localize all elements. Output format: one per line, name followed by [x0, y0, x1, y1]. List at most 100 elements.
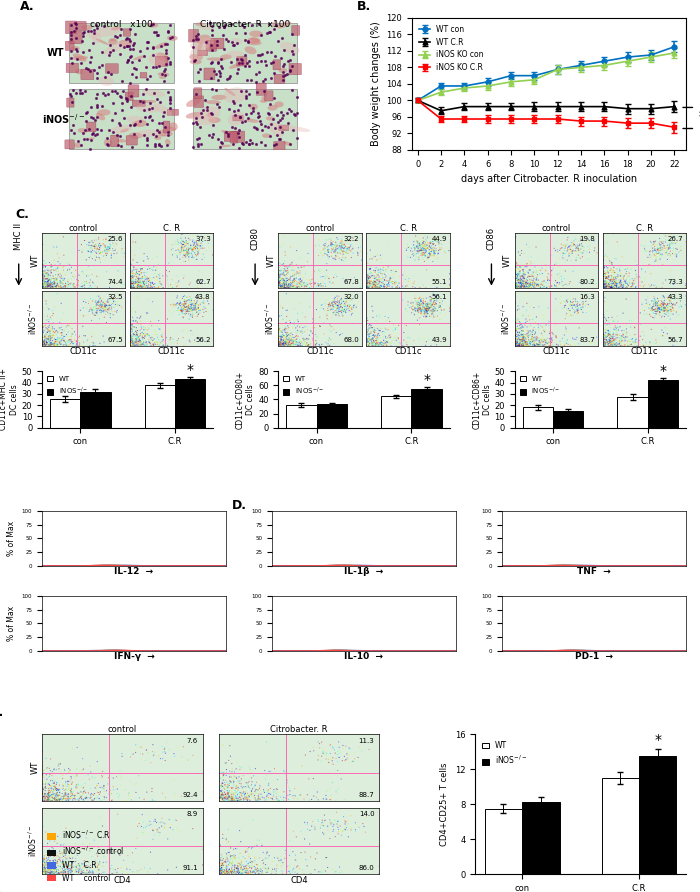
Point: [402, 330, 413, 344]
Point: [186, 298, 197, 312]
Point: [617, 250, 628, 264]
Point: [249, 789, 260, 803]
Point: [522, 260, 533, 274]
Point: [379, 310, 391, 324]
Point: [70, 263, 81, 277]
Point: [363, 276, 374, 290]
Point: [159, 62, 170, 76]
Point: [221, 863, 232, 878]
Point: [246, 862, 257, 876]
Point: [390, 275, 401, 289]
Point: [50, 279, 62, 293]
Point: [197, 771, 208, 785]
Point: [63, 782, 74, 797]
Point: [512, 337, 523, 351]
Point: [186, 303, 197, 318]
Point: [135, 278, 146, 293]
Point: [181, 235, 192, 249]
Point: [646, 301, 657, 316]
Point: [671, 295, 682, 310]
Point: [323, 232, 335, 246]
Point: [273, 267, 284, 281]
Point: [425, 297, 436, 311]
Point: [233, 793, 244, 807]
Point: [368, 269, 379, 284]
Point: [235, 786, 246, 800]
Point: [43, 852, 54, 866]
Point: [515, 276, 526, 290]
Point: [284, 335, 295, 350]
Point: [51, 860, 62, 874]
Point: [427, 306, 438, 320]
Point: [560, 240, 571, 254]
Point: [41, 327, 52, 342]
Point: [37, 862, 48, 876]
Point: [165, 331, 176, 345]
Point: [648, 297, 659, 311]
Point: [512, 338, 524, 352]
Point: [421, 334, 432, 349]
Point: [45, 334, 56, 348]
Point: [659, 291, 670, 305]
Point: [512, 281, 523, 295]
Point: [417, 236, 428, 251]
Point: [422, 247, 433, 261]
Point: [336, 235, 347, 250]
Point: [330, 864, 342, 879]
Point: [133, 275, 144, 289]
Point: [349, 305, 360, 319]
Point: [339, 244, 350, 259]
Point: [94, 298, 106, 312]
Point: [654, 308, 665, 322]
Point: [126, 318, 137, 332]
Point: [44, 866, 55, 880]
Point: [372, 276, 383, 290]
Point: [598, 253, 609, 268]
Point: [52, 277, 64, 291]
Point: [134, 278, 145, 293]
Point: [98, 779, 109, 793]
Point: [519, 279, 531, 293]
Point: [218, 864, 229, 879]
Point: [428, 245, 439, 260]
Point: [545, 326, 557, 340]
Point: [137, 280, 148, 294]
Point: [285, 785, 296, 799]
Point: [340, 246, 351, 260]
Point: [328, 270, 339, 285]
Point: [338, 298, 349, 312]
Point: [627, 331, 638, 345]
Point: [623, 268, 634, 283]
Point: [65, 863, 76, 877]
Point: [51, 279, 62, 293]
Point: [191, 249, 202, 263]
Point: [527, 278, 538, 293]
Point: [372, 252, 383, 267]
Point: [64, 849, 75, 863]
Point: [615, 335, 626, 350]
Point: [397, 338, 408, 352]
Point: [635, 329, 646, 343]
Point: [42, 280, 53, 294]
Point: [139, 270, 150, 285]
Point: [146, 280, 158, 294]
Point: [148, 25, 160, 39]
Point: [604, 334, 615, 349]
Point: [273, 318, 284, 333]
Point: [298, 320, 309, 334]
Point: [599, 290, 610, 304]
Point: [652, 301, 663, 315]
Point: [195, 241, 206, 255]
Point: [286, 333, 297, 347]
Point: [41, 331, 52, 345]
Point: [47, 792, 58, 806]
Ellipse shape: [102, 42, 129, 54]
Point: [125, 118, 136, 132]
Point: [280, 259, 291, 273]
Point: [280, 320, 291, 334]
Point: [608, 314, 619, 328]
Point: [509, 329, 520, 343]
Point: [288, 301, 300, 316]
Point: [605, 268, 616, 283]
Point: [214, 784, 225, 798]
